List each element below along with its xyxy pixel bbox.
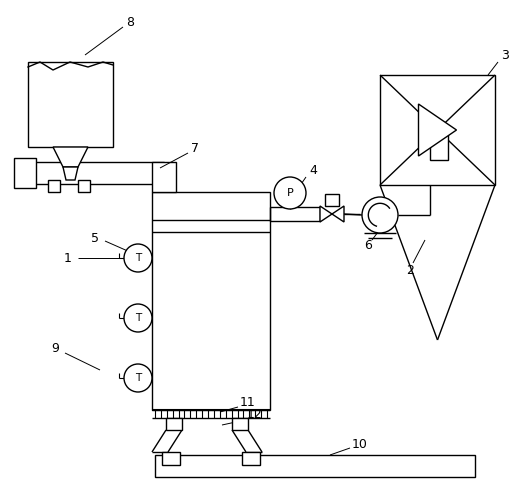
Text: 4: 4 [309,164,317,176]
Bar [155,455,475,477]
Bar [78,180,90,192]
Text: 9: 9 [51,342,59,355]
Bar [166,418,182,430]
Bar [232,418,248,430]
Text: T: T [135,313,141,323]
Bar [14,158,36,188]
Bar [430,130,448,160]
Bar [28,162,164,184]
Bar [242,452,260,465]
Text: 1: 1 [64,251,72,265]
Text: P: P [287,188,293,198]
Bar [380,75,495,185]
Bar [162,452,180,465]
Circle shape [274,177,306,209]
Text: 8: 8 [126,16,134,28]
Polygon shape [419,104,457,156]
Text: 6: 6 [364,239,372,251]
Bar [152,192,270,410]
Polygon shape [63,167,78,180]
Bar [48,180,60,192]
Bar [325,194,339,206]
Bar [28,62,113,147]
Text: 10: 10 [352,438,368,452]
Text: 5: 5 [91,231,99,245]
Circle shape [124,304,152,332]
Text: 11: 11 [240,395,256,409]
Polygon shape [53,147,88,167]
Circle shape [362,197,398,233]
Text: 12: 12 [247,409,263,421]
Polygon shape [320,206,344,222]
Text: 7: 7 [191,141,199,155]
Text: T: T [135,253,141,263]
Text: T: T [135,373,141,383]
Text: 3: 3 [501,49,509,61]
Circle shape [124,244,152,272]
Circle shape [124,364,152,392]
Bar [152,162,176,192]
Text: 2: 2 [406,264,414,276]
